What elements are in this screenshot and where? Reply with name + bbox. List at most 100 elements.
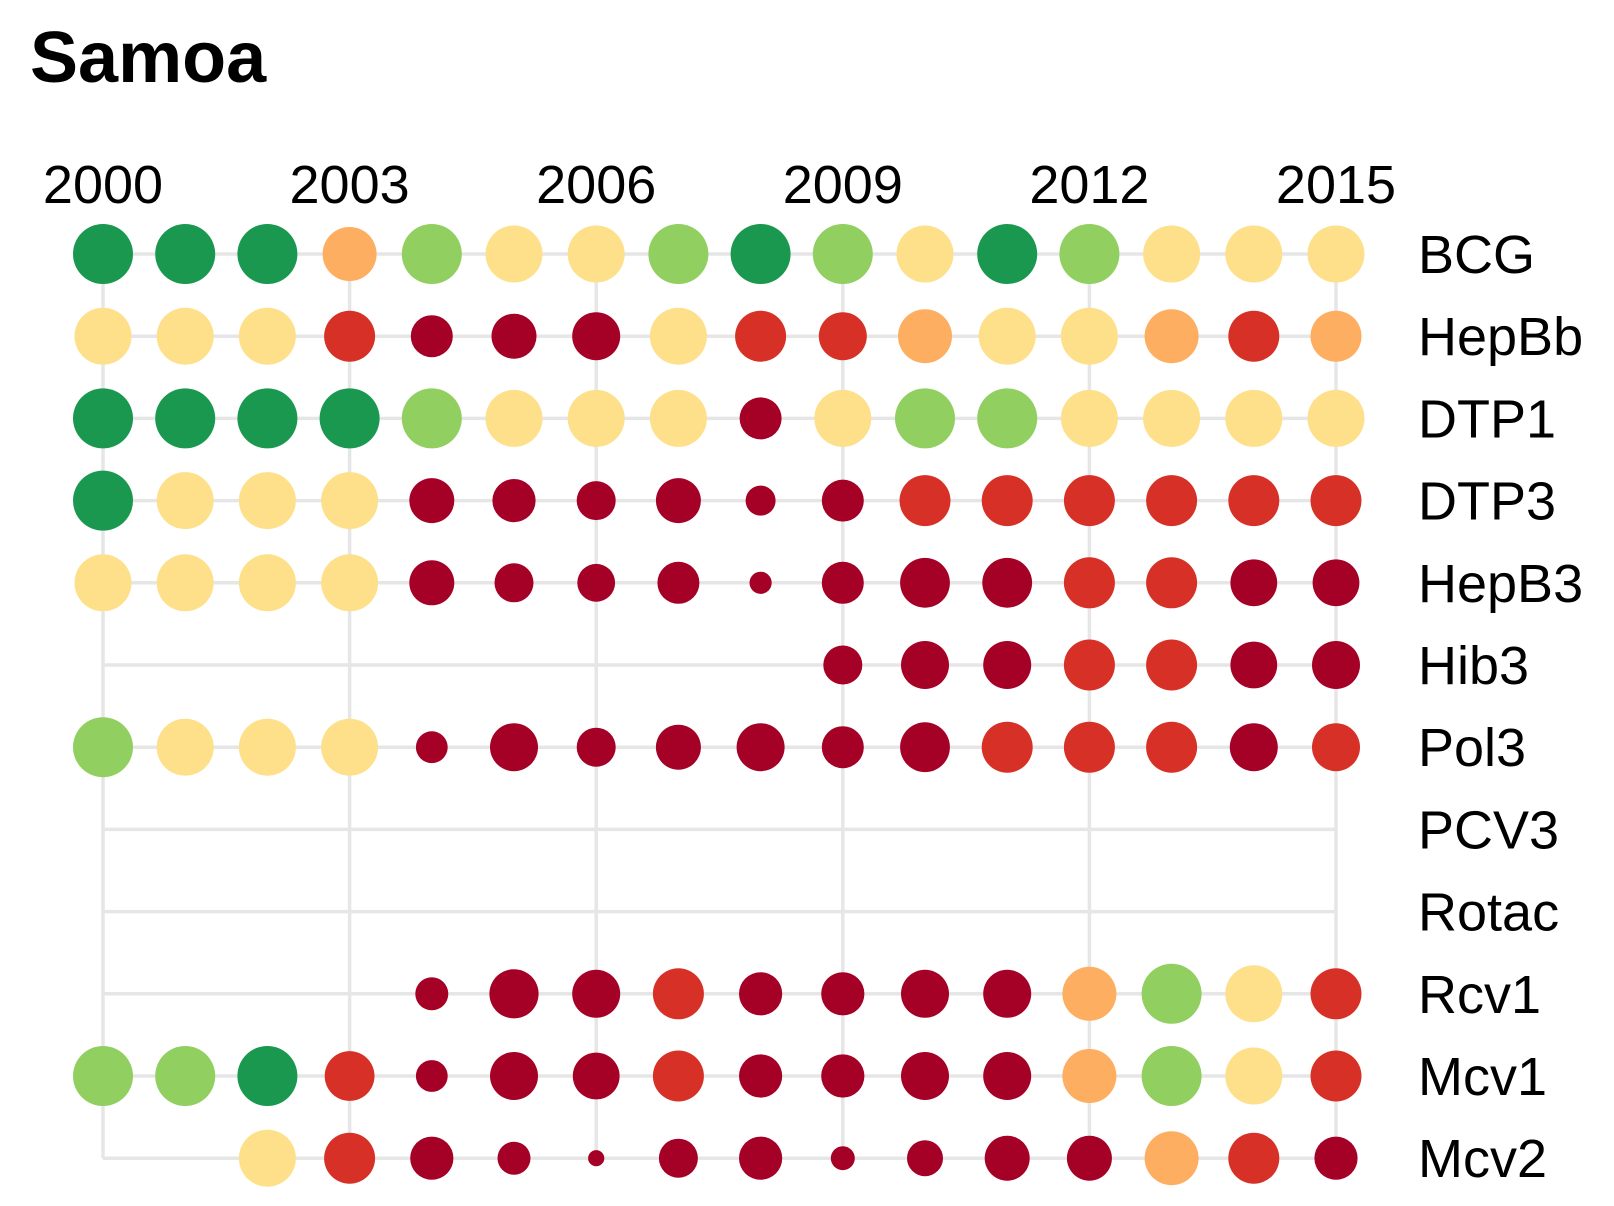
point-DTP1-2014	[1225, 389, 1283, 447]
point-DTP3-2013	[1146, 475, 1198, 527]
point-Mcv1-2008	[739, 1054, 783, 1098]
point-Rcv1-2006	[572, 969, 621, 1018]
point-DTP3-2009	[821, 479, 864, 522]
point-Rcv1-2014	[1225, 965, 1283, 1023]
point-Pol3-2006	[576, 727, 616, 767]
row-label-Rcv1: Rcv1	[1418, 965, 1541, 1025]
point-Pol3-2011	[981, 721, 1033, 773]
point-Mcv1-2002	[237, 1046, 298, 1106]
point-HepBb-2002	[238, 307, 296, 365]
point-Mcv1-2015	[1310, 1050, 1362, 1102]
point-HepB3-2013	[1146, 557, 1198, 609]
point-Mcv1-2014	[1225, 1047, 1283, 1105]
point-HepBb-2015	[1310, 310, 1362, 362]
point-HepBb-2009	[818, 312, 867, 361]
row-label-Mcv2: Mcv2	[1418, 1129, 1547, 1189]
point-BCG-2013	[1143, 225, 1201, 283]
x-tick-label-2009: 2009	[783, 155, 903, 215]
point-BCG-2011	[977, 224, 1038, 284]
point-HepBb-2004	[410, 315, 453, 358]
data-points	[73, 224, 1365, 1187]
point-Mcv1-2011	[983, 1052, 1032, 1100]
point-Rcv1-2004	[415, 977, 449, 1011]
point-HepB3-2005	[494, 563, 534, 603]
point-Hib3-2009	[823, 645, 863, 685]
point-Rcv1-2011	[983, 969, 1032, 1018]
point-BCG-2004	[401, 224, 462, 284]
point-Pol3-2013	[1146, 721, 1198, 773]
point-HepBb-2006	[572, 312, 621, 361]
point-DTP1-2006	[567, 389, 625, 447]
point-Mcv2-2002	[238, 1129, 296, 1187]
row-label-BCG: BCG	[1418, 225, 1535, 285]
point-HepB3-2006	[577, 563, 616, 602]
row-label-Pol3: Pol3	[1418, 718, 1526, 778]
row-label-Rotac: Rotac	[1418, 883, 1559, 943]
point-Pol3-2014	[1229, 723, 1278, 772]
point-DTP3-2005	[492, 479, 536, 523]
point-DTP3-2010	[899, 475, 951, 527]
x-tick-label-2000: 2000	[43, 155, 163, 215]
point-Hib3-2012	[1063, 639, 1115, 691]
point-Pol3-2015	[1312, 723, 1360, 772]
point-Pol3-2010	[900, 722, 950, 773]
point-HepBb-2000	[74, 307, 132, 365]
point-DTP1-2007	[649, 389, 707, 447]
point-Mcv2-2006	[588, 1150, 605, 1167]
point-HepB3-2011	[982, 557, 1033, 608]
point-Mcv2-2010	[907, 1140, 943, 1177]
point-Pol3-2002	[238, 718, 296, 776]
point-Pol3-2009	[821, 726, 864, 769]
point-Rcv1-2007	[652, 968, 704, 1020]
point-Pol3-2001	[156, 718, 214, 776]
point-DTP3-2001	[156, 472, 214, 530]
point-BCG-2010	[896, 225, 954, 283]
point-DTP3-2007	[655, 478, 701, 524]
point-DTP3-2011	[981, 475, 1033, 527]
point-Mcv1-2005	[490, 1052, 538, 1100]
point-BCG-2003	[322, 227, 377, 281]
row-label-PCV3: PCV3	[1418, 800, 1559, 860]
point-DTP3-2006	[576, 481, 616, 521]
x-axis-ticks: 2000 2003 2006 2009 2012 2015	[43, 155, 1396, 215]
point-DTP3-2004	[409, 478, 455, 524]
point-Pol3-2003	[321, 718, 379, 776]
point-BCG-2014	[1225, 225, 1283, 283]
point-DTP1-2003	[319, 388, 380, 449]
point-DTP3-2015	[1310, 475, 1362, 527]
point-DTP3-2014	[1228, 475, 1280, 527]
point-HepBb-2003	[324, 310, 376, 362]
point-BCG-2012	[1059, 224, 1120, 284]
point-BCG-2005	[485, 225, 543, 283]
point-Rcv1-2009	[821, 972, 865, 1016]
point-HepB3-2002	[238, 554, 296, 612]
point-Rcv1-2008	[739, 972, 783, 1016]
point-Mcv1-2012	[1062, 1049, 1117, 1103]
point-DTP1-2011	[977, 388, 1038, 449]
point-HepB3-2003	[321, 554, 379, 612]
point-HepB3-2014	[1230, 559, 1278, 607]
point-BCG-2008	[730, 224, 791, 284]
point-Rcv1-2015	[1310, 968, 1362, 1020]
point-Rcv1-2005	[489, 969, 539, 1019]
point-Hib3-2010	[901, 641, 949, 689]
point-HepB3-2010	[900, 557, 950, 608]
x-tick-label-2003: 2003	[290, 155, 410, 215]
point-HepB3-2000	[74, 554, 132, 612]
point-HepBb-2014	[1228, 310, 1280, 362]
point-Pol3-2008	[736, 723, 785, 772]
point-Pol3-2007	[655, 724, 701, 770]
point-Mcv1-2003	[324, 1051, 375, 1101]
point-DTP3-2012	[1063, 475, 1115, 527]
point-HepB3-2015	[1312, 559, 1360, 607]
point-Mcv1-2007	[652, 1050, 704, 1102]
point-Hib3-2013	[1146, 639, 1198, 691]
point-Rcv1-2013	[1141, 963, 1202, 1024]
row-labels: BCG HepBb DTP1 DTP3 HepB3 Hib3 Pol3 PCV3 Rotac Rc…	[1418, 225, 1583, 1189]
point-DTP1-2008	[739, 397, 782, 440]
point-DTP1-2015	[1307, 389, 1365, 447]
row-label-HepB3: HepB3	[1418, 554, 1583, 614]
point-HepBb-2011	[978, 307, 1036, 365]
point-Mcv2-2005	[497, 1141, 531, 1175]
